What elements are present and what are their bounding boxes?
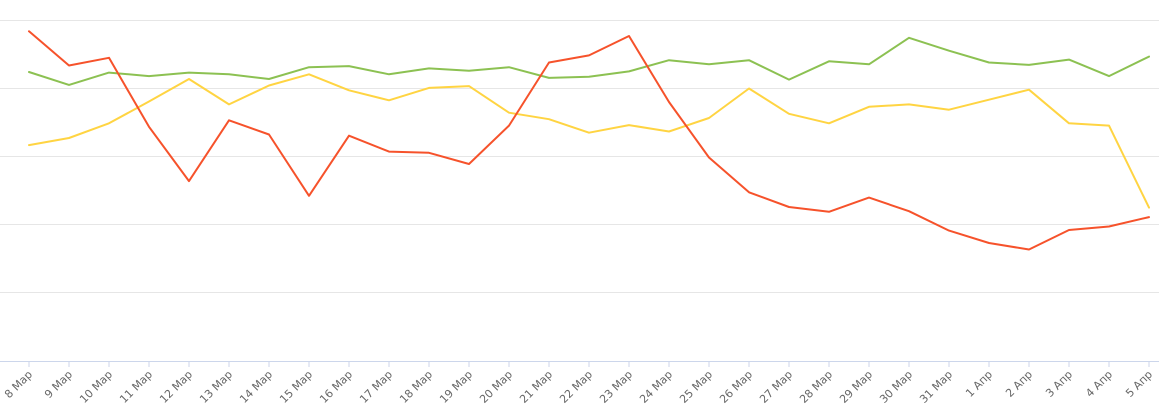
- series-line-2: [28, 73, 1150, 209]
- x-tick-label: 23 Мар: [597, 368, 635, 406]
- x-tick-label: 28 Мар: [797, 368, 835, 406]
- x-tick-label: 15 Мар: [277, 368, 315, 406]
- x-tick-label: 22 Мар: [557, 368, 595, 406]
- x-tick-label: 14 Мар: [237, 368, 275, 406]
- x-tick-label: 29 Мар: [837, 368, 875, 406]
- series-line-1: [28, 36, 1150, 86]
- x-tick-label: 18 Мар: [397, 368, 435, 406]
- x-tick-label: 24 Мар: [637, 368, 675, 406]
- x-tick-label: 16 Мар: [317, 368, 355, 406]
- x-tick-label: 20 Мар: [477, 368, 515, 406]
- x-tick-label: 17 Мар: [357, 368, 395, 406]
- x-tick-label: 25 Мар: [677, 368, 715, 406]
- x-tick-label: 21 Мар: [517, 368, 555, 406]
- x-tick-label: 4 Апр: [1083, 368, 1115, 400]
- x-axis-ticks: 8 Мар 9 Мар 10 Мар 11 Мар 12 Мар 13 Мар 14 Мар…: [2, 361, 1155, 406]
- x-tick-label: 13 Мар: [197, 368, 235, 406]
- grid: [0, 20, 1159, 293]
- x-tick-label: 10 Мар: [77, 368, 115, 406]
- x-tick-label: 11 Мар: [117, 368, 155, 406]
- series-line-3: [28, 30, 1150, 251]
- x-tick-label: 3 Апр: [1043, 368, 1075, 400]
- x-tick-label: 9 Мар: [42, 368, 75, 401]
- x-tick-label: 8 Мар: [2, 368, 35, 401]
- x-tick-label: 31 Мар: [917, 368, 955, 406]
- x-tick-label: 26 Мар: [717, 368, 755, 406]
- x-tick-label: 2 Апр: [1003, 368, 1035, 400]
- x-tick-label: 12 Мар: [157, 368, 195, 406]
- x-tick-label: 19 Мар: [437, 368, 475, 406]
- x-tick-label: 27 Мар: [757, 368, 795, 406]
- x-tick-label: 5 Апр: [1123, 368, 1155, 400]
- x-tick-label: 1 Апр: [963, 368, 995, 400]
- x-tick-label: 30 Мар: [877, 368, 915, 406]
- series-lines: [28, 30, 1150, 251]
